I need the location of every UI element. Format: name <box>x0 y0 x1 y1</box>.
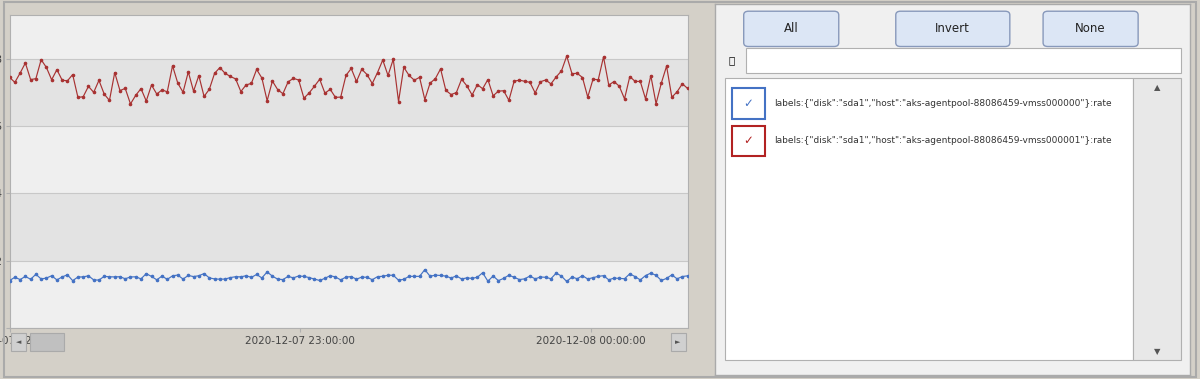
Text: None: None <box>1075 22 1106 35</box>
Text: ▼: ▼ <box>1154 346 1160 356</box>
Text: ▲: ▲ <box>1154 83 1160 92</box>
Text: ◄: ◄ <box>16 339 22 345</box>
Text: ►: ► <box>676 339 680 345</box>
Text: ✓: ✓ <box>744 134 754 147</box>
Text: Invert: Invert <box>935 22 971 35</box>
Bar <box>10 59 688 126</box>
Text: labels:{"disk":"sda1","host":"aks-agentpool-88086459-vmss000000"}:rate: labels:{"disk":"sda1","host":"aks-agentp… <box>775 99 1112 108</box>
Bar <box>10 261 688 328</box>
FancyBboxPatch shape <box>732 88 766 119</box>
FancyBboxPatch shape <box>1133 78 1181 360</box>
FancyBboxPatch shape <box>746 49 1181 72</box>
FancyBboxPatch shape <box>11 334 26 351</box>
FancyBboxPatch shape <box>744 11 839 47</box>
FancyBboxPatch shape <box>30 334 64 351</box>
FancyBboxPatch shape <box>1043 11 1138 47</box>
FancyBboxPatch shape <box>895 11 1010 47</box>
Text: All: All <box>784 22 799 35</box>
FancyBboxPatch shape <box>732 125 766 156</box>
Text: ✓: ✓ <box>744 97 754 110</box>
Text: labels:{"disk":"sda1","host":"aks-agentpool-88086459-vmss000001"}:rate: labels:{"disk":"sda1","host":"aks-agentp… <box>775 136 1112 145</box>
Bar <box>10 193 688 261</box>
FancyBboxPatch shape <box>725 78 1133 360</box>
Text: 🔍: 🔍 <box>728 55 734 66</box>
Bar <box>10 8 688 59</box>
FancyBboxPatch shape <box>671 334 685 351</box>
Bar <box>10 126 688 193</box>
